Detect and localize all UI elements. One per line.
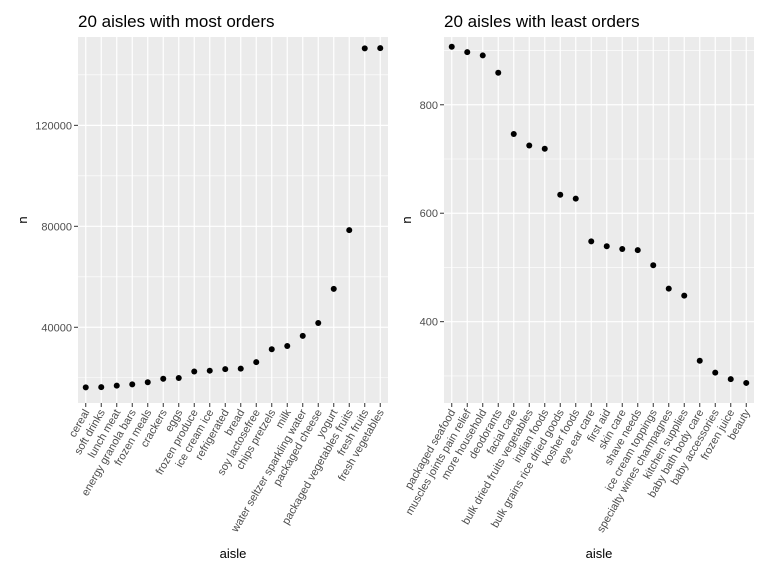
data-point	[113, 382, 120, 389]
data-point	[160, 375, 167, 382]
data-point	[361, 45, 368, 52]
data-point	[346, 227, 353, 234]
data-point	[495, 69, 502, 76]
y-tick-label: 120000	[35, 120, 72, 132]
plot-panel	[78, 37, 388, 403]
data-point	[268, 346, 275, 353]
data-point	[330, 285, 337, 292]
data-point	[253, 359, 260, 366]
data-point	[557, 191, 564, 198]
gridlines	[444, 37, 754, 403]
y-axis-title: n	[399, 216, 414, 223]
data-point	[191, 368, 198, 375]
data-point	[681, 292, 688, 299]
y-axis-ticks: 400 600 800	[420, 100, 444, 329]
y-tick-label: 80000	[41, 221, 72, 233]
data-point	[284, 342, 291, 349]
data-point	[448, 43, 455, 50]
data-point	[377, 45, 384, 52]
data-point	[82, 384, 89, 391]
gridlines	[78, 37, 388, 403]
data-point	[144, 379, 151, 386]
chart-least-orders: 20 aisles with least orders 400 600 800 pa…	[399, 12, 754, 561]
data-point	[572, 195, 579, 202]
data-point	[588, 238, 595, 245]
y-tick-label: 800	[420, 100, 438, 112]
data-point	[603, 243, 610, 250]
data-point	[650, 262, 657, 269]
y-tick-label: 40000	[41, 322, 72, 334]
data-point	[206, 367, 213, 374]
data-point	[315, 319, 322, 326]
data-points	[448, 43, 750, 386]
y-tick-label: 400	[420, 317, 438, 329]
data-point	[479, 52, 486, 59]
chart-title: 20 aisles with least orders	[444, 12, 640, 31]
data-point	[634, 247, 641, 254]
y-axis-title: n	[15, 216, 30, 223]
chart-title: 20 aisles with most orders	[78, 12, 275, 31]
data-point	[510, 131, 517, 138]
data-point	[619, 246, 626, 253]
data-point	[237, 365, 244, 372]
data-point	[175, 375, 182, 382]
data-point	[464, 49, 471, 56]
x-axis-title: aisle	[586, 546, 613, 561]
x-axis-title: aisle	[220, 546, 247, 561]
y-tick-label: 600	[420, 208, 438, 220]
data-point	[696, 357, 703, 364]
data-point	[727, 376, 734, 383]
data-point	[222, 366, 229, 373]
y-axis-ticks: 40000 80000 120000	[35, 120, 78, 334]
chart-most-orders: 20 aisles with most orders 40000 80000 120…	[15, 12, 388, 561]
data-point	[665, 285, 672, 292]
data-point	[712, 369, 719, 376]
data-point	[743, 379, 750, 386]
data-points	[82, 45, 384, 391]
data-point	[129, 381, 136, 388]
data-point	[541, 145, 548, 152]
data-point	[98, 384, 105, 391]
plot-panel	[444, 37, 754, 403]
data-point	[526, 142, 533, 149]
data-point	[299, 332, 306, 339]
